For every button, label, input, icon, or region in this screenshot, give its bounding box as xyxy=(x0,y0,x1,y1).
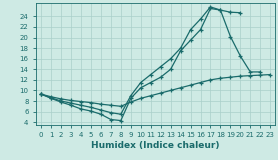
X-axis label: Humidex (Indice chaleur): Humidex (Indice chaleur) xyxy=(91,141,220,150)
